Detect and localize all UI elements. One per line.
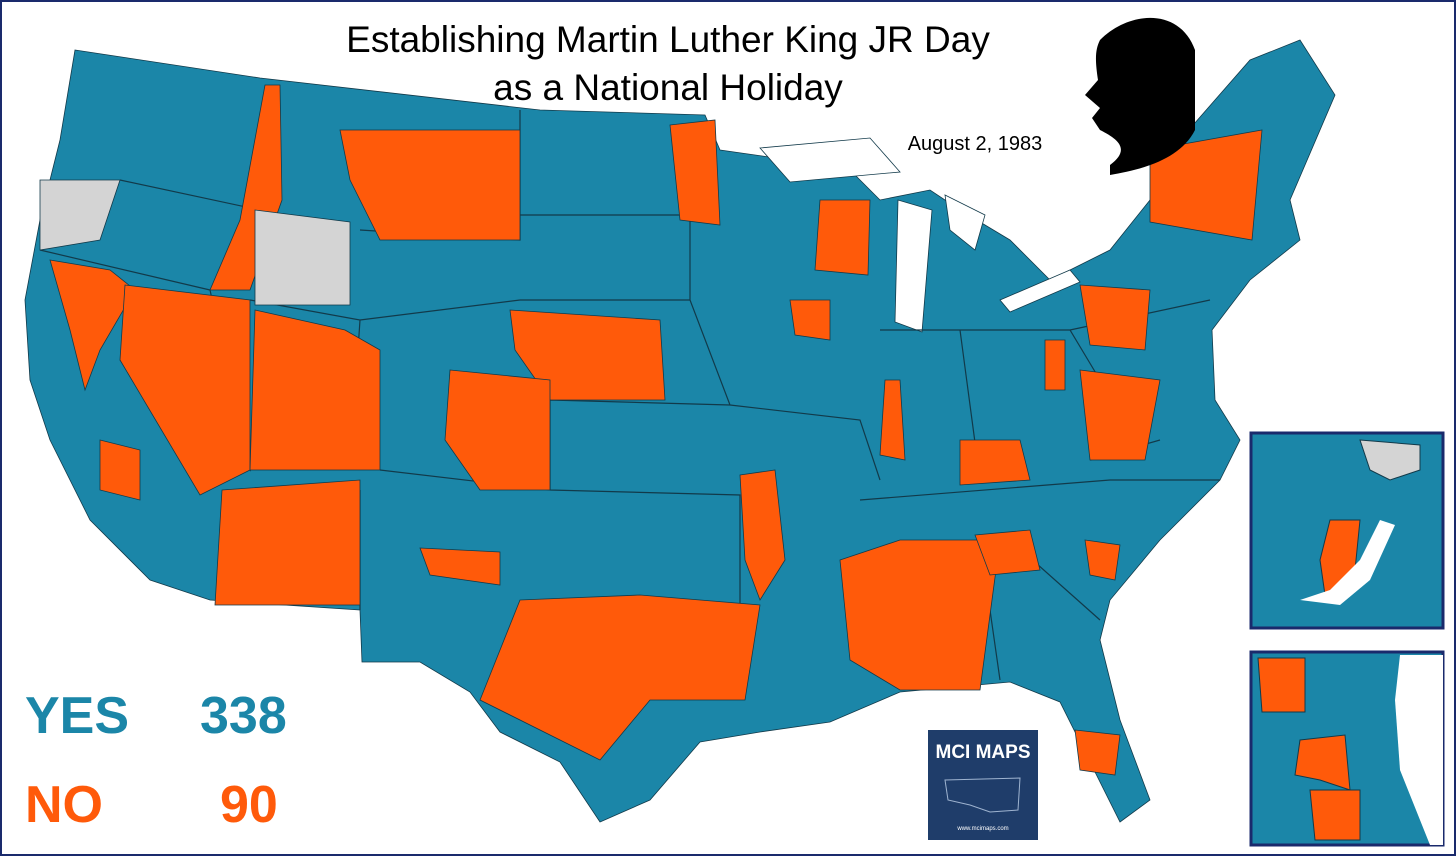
district — [669, 119, 721, 226]
district — [879, 379, 906, 461]
district — [959, 439, 1031, 486]
district — [249, 309, 381, 471]
logo-text: MCI MAPS — [936, 742, 1031, 763]
legend-value: 90 — [220, 776, 278, 834]
legend-value: 338 — [200, 687, 287, 745]
lake-huron — [944, 194, 986, 251]
district — [1084, 539, 1121, 581]
district — [1079, 284, 1151, 351]
district — [479, 594, 761, 761]
gray-district — [39, 179, 121, 251]
lake-superior — [759, 137, 901, 183]
district — [214, 479, 361, 606]
district — [509, 309, 666, 401]
title-line: Establishing Martin Luther King JR Day — [346, 19, 990, 60]
district — [1309, 789, 1361, 841]
district — [119, 284, 251, 496]
lake-michigan — [894, 199, 933, 333]
date: August 2, 1983 — [908, 133, 1043, 155]
lake-erie — [999, 269, 1081, 313]
district — [339, 129, 521, 241]
district — [789, 299, 831, 341]
gray-district — [1359, 439, 1421, 481]
lake — [1395, 655, 1443, 845]
title-line: as a National Holiday — [493, 67, 843, 108]
district — [839, 539, 1001, 691]
water — [1300, 520, 1395, 605]
district — [49, 259, 136, 392]
district — [1149, 129, 1263, 241]
gray-district — [254, 209, 351, 306]
district — [1079, 369, 1161, 461]
district — [419, 547, 501, 586]
logo-map — [944, 777, 1021, 813]
district — [99, 439, 141, 501]
district — [1074, 729, 1121, 776]
legend-label: YES — [25, 687, 129, 745]
district — [444, 369, 551, 491]
legend-label: NO — [25, 776, 103, 834]
district — [739, 469, 786, 601]
logo-url: www.mcimaps.com — [956, 826, 1008, 832]
district — [1044, 339, 1066, 391]
district — [974, 529, 1041, 576]
portrait-silhouette — [1085, 17, 1195, 175]
district — [1294, 734, 1351, 791]
district — [814, 199, 871, 276]
district — [1257, 657, 1306, 713]
inset-nyc — [1249, 431, 1445, 630]
inset-chicago — [1249, 650, 1445, 847]
